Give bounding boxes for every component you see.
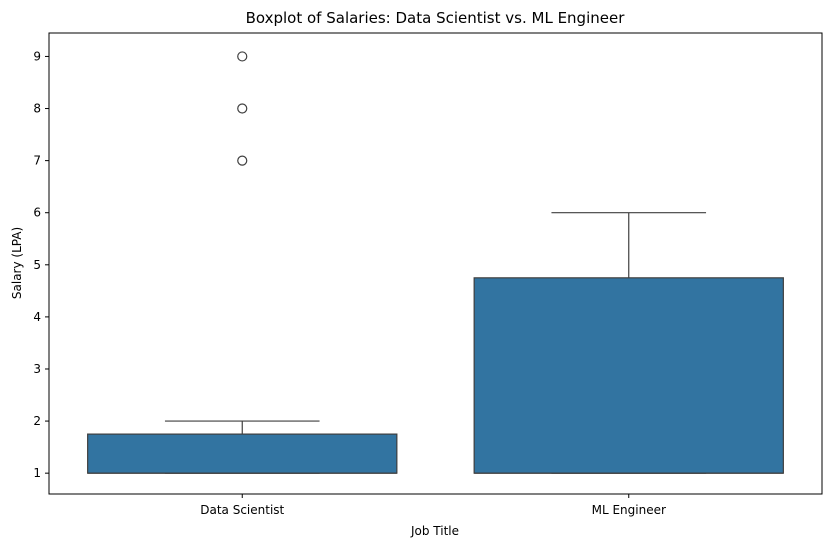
box-body	[87, 433, 398, 474]
chart-title: Boxplot of Salaries: Data Scientist vs. …	[246, 9, 626, 27]
y-axis-label: Salary (LPA)	[10, 227, 24, 299]
outlier-point	[237, 155, 248, 166]
y-tick-label: 7	[33, 154, 41, 168]
y-tick-label: 4	[33, 310, 41, 324]
y-tick-label: 8	[33, 102, 41, 116]
x-tick-label: ML Engineer	[592, 503, 666, 517]
y-tick-label: 2	[33, 414, 41, 428]
box-body	[473, 277, 784, 474]
axes-frame	[48, 32, 823, 495]
y-tick-label: 9	[33, 49, 41, 63]
x-axis-label: Job Title	[410, 524, 459, 538]
outlier-point	[237, 103, 248, 114]
y-tick-label: 1	[33, 466, 41, 480]
y-tick-label: 3	[33, 362, 41, 376]
y-tick-label: 6	[33, 206, 41, 220]
outlier-point	[237, 51, 248, 62]
y-tick-label: 5	[33, 258, 41, 272]
plot-area: 1 2 3 4 5 6 7 8 9 Data Scientist ML Engineer	[33, 32, 823, 517]
x-tick-label: Data Scientist	[200, 503, 284, 517]
